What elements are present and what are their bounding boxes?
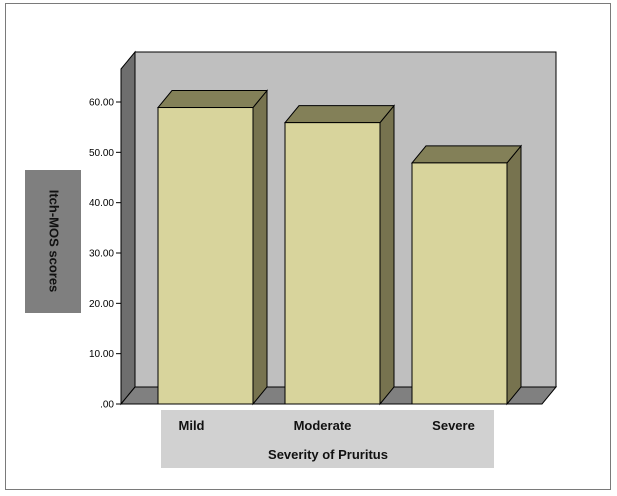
category-label: Severe [432,418,475,433]
bar-severe [410,144,523,406]
y-axis-title-box [25,170,81,313]
bar-side [379,104,395,406]
bar-top [283,105,396,124]
bar-side [506,144,522,406]
y-tick-label: 60.00 [89,98,114,109]
bar-top [156,90,269,109]
y-tick-label: 30.00 [89,249,114,260]
bar-front [284,122,381,405]
left-wall [120,50,136,406]
bar-front [411,162,508,405]
category-label: Moderate [294,418,352,433]
y-tick-label: 40.00 [89,198,114,209]
y-axis-ticks: .00 10.00 20.00 30.00 40.00 50.00 60.00 [89,98,121,411]
x-axis-title: Severity of Pruritus [268,447,388,462]
bar-moderate [283,104,396,406]
y-tick-label: 50.00 [89,148,114,159]
y-tick-label: 20.00 [89,299,114,310]
bars [156,89,523,406]
category-labels: Mild Moderate Severe [179,418,475,433]
y-tick-label: 10.00 [89,349,114,360]
bar-mild [156,89,269,406]
y-tick-label: .00 [100,400,114,411]
bar-front [157,107,254,405]
y-axis-title: Itch-MOS scores [47,190,62,293]
bar-side [252,89,268,406]
category-label: Mild [179,418,205,433]
x-axis-panel [161,410,494,468]
bar-top [410,145,523,164]
